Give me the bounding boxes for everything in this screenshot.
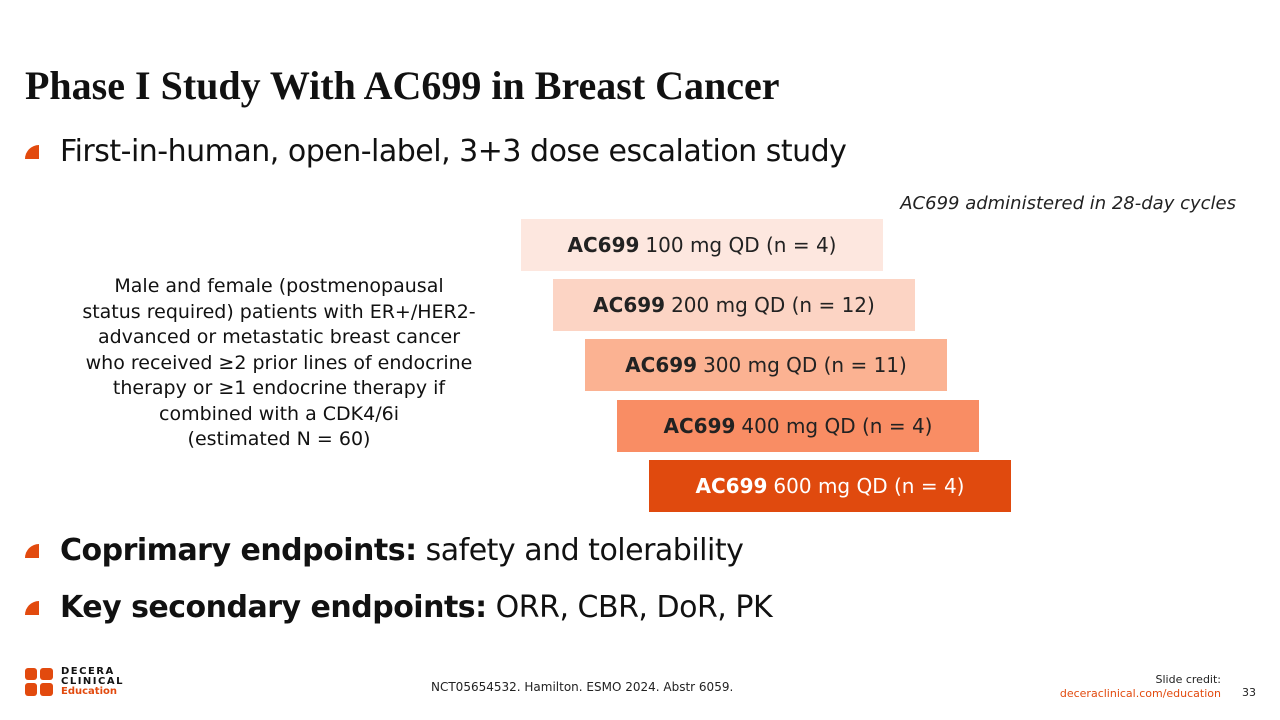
dose-drug: AC699	[695, 474, 768, 498]
dose-label: 200 mg QD (n = 12)	[671, 293, 875, 317]
bullet-body: safety and tolerability	[416, 533, 744, 568]
bullet-text: Coprimary endpoints: safety and tolerabi…	[60, 533, 744, 568]
dose-box-100mg: AC699 100 mg QD (n = 4)	[521, 219, 883, 271]
logo-line-3: Education	[61, 686, 117, 697]
bullet-study-design: First-in-human, open-label, 3+3 dose esc…	[25, 134, 847, 169]
bullet-primary-endpoints: Coprimary endpoints: safety and tolerabi…	[25, 533, 744, 568]
credit-label: Slide credit:	[1155, 673, 1222, 686]
bullet-marker-icon	[25, 144, 39, 159]
cycle-note: AC699 administered in 28-day cycles	[900, 193, 1236, 214]
dose-label: 600 mg QD (n = 4)	[773, 474, 965, 498]
dose-box-200mg: AC699 200 mg QD (n = 12)	[553, 279, 915, 331]
bullet-marker-icon	[25, 600, 39, 615]
slide-credit: Slide credit: deceraclinical.com/educati…	[1060, 673, 1221, 701]
dose-drug: AC699	[593, 293, 666, 317]
patient-population: Male and female (postmenopausal status r…	[82, 275, 476, 450]
bullet-text: First-in-human, open-label, 3+3 dose esc…	[60, 134, 847, 169]
bullet-body: First-in-human, open-label, 3+3 dose esc…	[60, 134, 847, 169]
dose-label: 300 mg QD (n = 11)	[703, 353, 907, 377]
dose-drug: AC699	[567, 233, 640, 257]
logo-line-2: CLINICAL	[61, 676, 124, 687]
dose-box-300mg: AC699 300 mg QD (n = 11)	[585, 339, 947, 391]
bullet-marker-icon	[25, 543, 39, 558]
logo-wordmark: DECERA CLINICAL Education	[61, 667, 124, 697]
dose-drug: AC699	[663, 414, 736, 438]
citation: NCT05654532. Hamilton. ESMO 2024. Abstr …	[431, 680, 734, 694]
dose-box-400mg: AC699 400 mg QD (n = 4)	[617, 400, 979, 452]
dose-label: 400 mg QD (n = 4)	[741, 414, 933, 438]
bullet-body: ORR, CBR, DoR, PK	[486, 590, 773, 625]
dose-label: 100 mg QD (n = 4)	[645, 233, 837, 257]
bullet-text: Key secondary endpoints: ORR, CBR, DoR, …	[60, 590, 773, 625]
decera-logo: DECERA CLINICAL Education	[25, 667, 124, 697]
bullet-secondary-endpoints: Key secondary endpoints: ORR, CBR, DoR, …	[25, 590, 773, 625]
slide-title: Phase I Study With AC699 in Breast Cance…	[25, 63, 780, 108]
logo-mark-icon	[25, 668, 53, 696]
credit-link[interactable]: deceraclinical.com/education	[1059, 687, 1221, 700]
dose-drug: AC699	[625, 353, 698, 377]
dose-box-600mg: AC699 600 mg QD (n = 4)	[649, 460, 1011, 512]
logo-line-1: DECERA	[61, 666, 115, 677]
bullet-bold: Coprimary endpoints:	[60, 533, 417, 568]
bullet-bold: Key secondary endpoints:	[60, 590, 487, 625]
page-number: 33	[1242, 686, 1256, 699]
